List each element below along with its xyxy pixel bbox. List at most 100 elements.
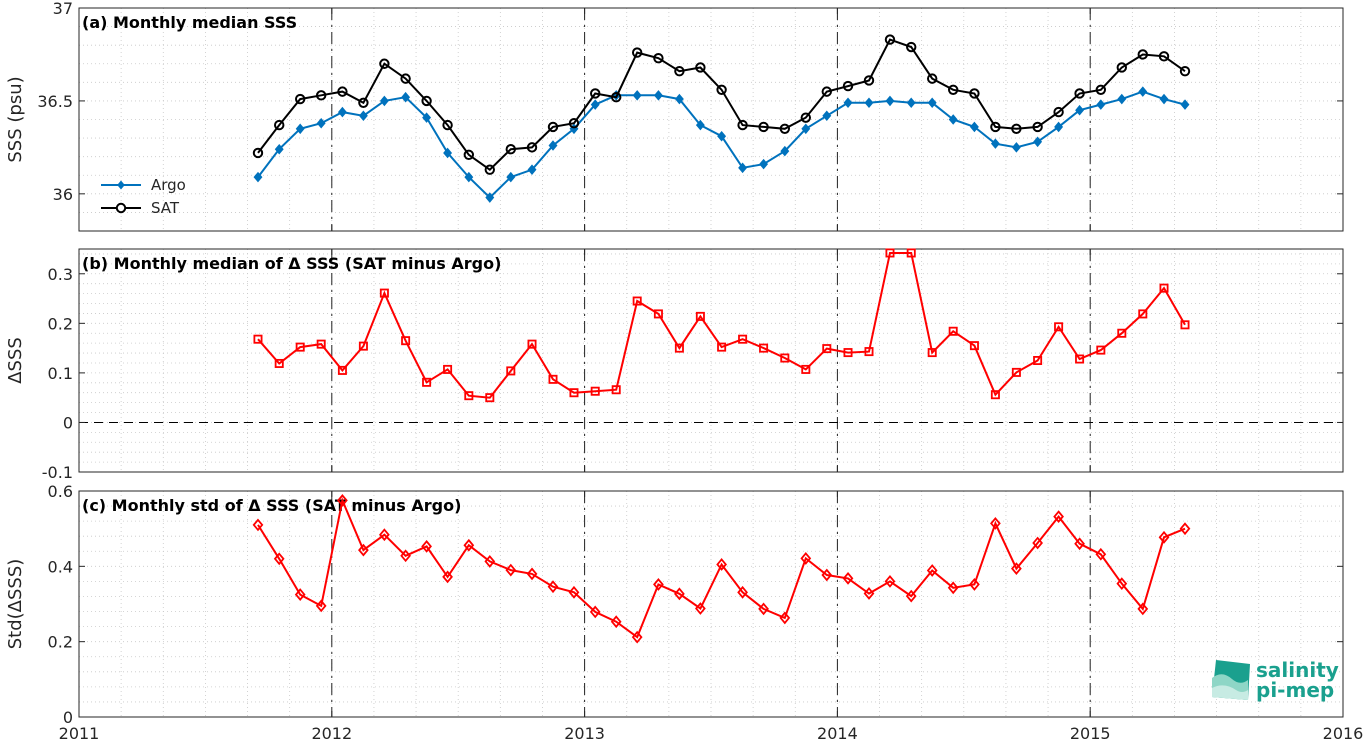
axes-box (78, 7, 1344, 232)
logo-line2: pi-mep (1256, 678, 1334, 702)
data-point (1179, 65, 1191, 77)
data-point (906, 248, 916, 258)
data-point (863, 587, 875, 600)
data-point (484, 164, 495, 175)
data-point (527, 164, 537, 175)
series-argo (253, 86, 1190, 203)
data-point (801, 123, 811, 135)
y-tick-label: 36.5 (37, 92, 73, 111)
data-point (843, 348, 853, 358)
data-point (759, 343, 769, 353)
y-tick-label: 0.2 (48, 633, 73, 652)
panel-1: 36 36.5 37 SSS (psu) (a) Monthly median SSS A… (5, 0, 1344, 232)
data-point (358, 110, 368, 122)
data-point (695, 62, 706, 73)
data-point (737, 585, 748, 599)
data-point (800, 552, 812, 565)
data-point (548, 374, 558, 384)
data-point (485, 393, 495, 403)
data-point (653, 309, 663, 319)
data-point (526, 142, 538, 153)
data-point (674, 343, 684, 353)
data-point (843, 97, 853, 109)
y-axis-label: SSS (psu) (5, 76, 26, 162)
legend: Argo SAT (101, 176, 186, 217)
data-point (274, 358, 284, 368)
data-point (779, 123, 791, 134)
x-tick-label: 2012 (311, 724, 352, 743)
data-point (885, 95, 895, 107)
data-point (610, 615, 622, 629)
data-point (253, 171, 263, 183)
data-point (969, 88, 980, 99)
data-point (990, 138, 1000, 149)
data-point (1032, 121, 1043, 133)
data-point (442, 119, 453, 131)
data-point (611, 92, 622, 103)
data-point (990, 390, 1000, 400)
data-point (632, 90, 642, 101)
y-tick-label: 0.3 (48, 265, 73, 284)
data-point (926, 564, 938, 577)
data-point (990, 121, 1001, 133)
data-point (800, 112, 811, 123)
data-point (252, 147, 264, 159)
legend-item-sat: SAT (101, 199, 180, 217)
series-line (257, 38, 1186, 171)
data-point (379, 95, 389, 107)
data-point (506, 366, 516, 376)
data-point (568, 118, 580, 129)
data-point (822, 110, 832, 122)
data-point (969, 121, 979, 133)
data-point (1096, 99, 1106, 110)
data-point (379, 528, 390, 542)
data-point (990, 516, 1001, 530)
data-point (738, 162, 748, 174)
salinity-pi-mep-logo-icon (1212, 660, 1250, 700)
data-point (316, 339, 326, 349)
y-tick-label: -0.1 (42, 463, 73, 482)
data-point (316, 117, 326, 129)
axes-box (78, 248, 1344, 473)
data-point (590, 386, 600, 396)
data-point (337, 494, 348, 507)
data-point (421, 95, 432, 107)
data-point (948, 114, 958, 125)
data-point (1075, 354, 1085, 364)
data-point (695, 119, 705, 131)
data-point (1138, 86, 1148, 97)
data-point (695, 311, 705, 321)
data-point (526, 567, 538, 581)
data-point (400, 549, 411, 563)
data-point (674, 93, 684, 105)
data-point (547, 121, 559, 133)
data-point (358, 543, 369, 557)
data-point (1179, 522, 1191, 536)
panel-title: (b) Monthly median of Δ SSS (SAT minus A… (82, 254, 501, 273)
panels: 36 36.5 37 SSS (psu) (a) Monthly median SSS A… (5, 0, 1363, 743)
data-point (1054, 121, 1064, 133)
data-point (1116, 577, 1128, 591)
x-tick-label: 2016 (1323, 724, 1364, 743)
x-tick-label: 2011 (59, 724, 100, 743)
series-1 (252, 494, 1191, 644)
panel-2: -0.1 0 0.1 0.2 0.3 ΔSSS (b) Monthly median of … (5, 248, 1344, 482)
y-tick-label: 36 (53, 185, 73, 204)
data-point (315, 90, 327, 101)
data-point (779, 611, 791, 625)
y-tick-label: 37 (53, 0, 73, 18)
legend-label: Argo (151, 176, 186, 194)
data-point (1180, 99, 1190, 110)
data-point (822, 344, 832, 354)
data-point (401, 91, 411, 103)
data-point (505, 144, 516, 155)
data-point (505, 563, 517, 577)
y-tick-label: 0.2 (48, 314, 73, 333)
data-point (947, 84, 959, 95)
data-point (527, 339, 537, 349)
data-point (653, 578, 664, 591)
legend-marker (115, 202, 127, 214)
data-point (1138, 309, 1148, 319)
data-point (780, 353, 790, 363)
grid (78, 249, 1344, 473)
